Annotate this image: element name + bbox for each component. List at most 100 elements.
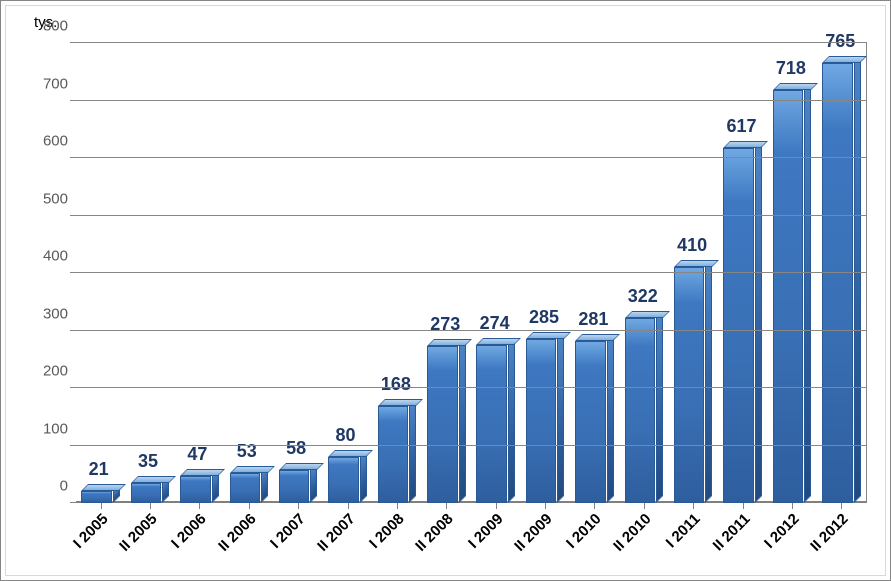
bar-side	[607, 334, 614, 503]
bar-value-label: 168	[381, 374, 411, 395]
gridline	[76, 215, 866, 216]
bar: 410	[674, 267, 705, 503]
x-tick-mark	[298, 503, 299, 509]
bar: 80	[328, 457, 359, 503]
bar-front	[279, 470, 310, 503]
bar-group: 53II 2006	[224, 43, 273, 503]
bar-group: 47I 2006	[175, 43, 224, 503]
y-tick-label: 400	[43, 248, 68, 265]
bar-side	[854, 56, 861, 503]
bar: 281	[575, 341, 606, 503]
x-tick-label: I 2008	[366, 509, 409, 552]
gridline	[76, 42, 866, 43]
bar-side	[656, 311, 663, 503]
gridline	[76, 387, 866, 388]
x-tick-label: II 2012	[807, 509, 853, 555]
bar-group: 35II 2005	[125, 43, 174, 503]
x-tick-mark	[841, 503, 842, 509]
gridline	[76, 100, 866, 101]
gridline	[76, 157, 866, 158]
y-tick-label: 100	[43, 420, 68, 437]
x-tick-mark	[199, 503, 200, 509]
bar-front	[476, 345, 507, 503]
bar-value-label: 80	[336, 425, 356, 446]
x-tick-mark	[446, 503, 447, 509]
bar-group: 168I 2008	[372, 43, 421, 503]
bar-value-label: 285	[529, 307, 559, 328]
bar-value-label: 35	[138, 451, 158, 472]
bar-group: 273II 2008	[422, 43, 471, 503]
x-tick-label: I 2010	[564, 509, 607, 552]
gridline	[76, 445, 866, 446]
x-tick-label: II 2008	[412, 509, 458, 555]
x-tick-label: II 2006	[215, 509, 261, 555]
bar-value-label: 273	[430, 314, 460, 335]
bar: 58	[279, 470, 310, 503]
bar-group: 718I 2012	[767, 43, 816, 503]
bar-front	[773, 90, 804, 503]
y-tick-mark	[70, 42, 76, 43]
bar-group: 617II 2011	[718, 43, 767, 503]
bar-front	[822, 63, 853, 503]
bar-front	[526, 339, 557, 503]
x-tick-label: II 2005	[116, 509, 162, 555]
bar: 35	[131, 483, 162, 503]
bar-side	[409, 399, 416, 503]
bar-side	[557, 332, 564, 503]
x-tick-label: I 2005	[70, 509, 113, 552]
bar: 617	[723, 148, 754, 503]
bar: 47	[180, 476, 211, 503]
x-tick-label: II 2009	[511, 509, 557, 555]
bar-group: 765II 2012	[817, 43, 866, 503]
gridline	[76, 330, 866, 331]
y-tick-mark	[70, 215, 76, 216]
chart-inner: tys. 21I 200535II 200547I 200653II 20065…	[5, 5, 886, 576]
bar-value-label: 617	[727, 116, 757, 137]
bar-front	[625, 318, 656, 503]
bar-front	[427, 346, 458, 503]
y-tick-label: 500	[43, 190, 68, 207]
x-tick-label: I 2012	[761, 509, 804, 552]
bar-side	[508, 338, 515, 503]
y-tick-label: 0	[60, 478, 68, 495]
bar: 53	[230, 473, 261, 503]
y-tick-mark	[70, 157, 76, 158]
y-tick-label: 300	[43, 305, 68, 322]
bar-group: 410I 2011	[669, 43, 718, 503]
y-tick-mark	[70, 387, 76, 388]
bar: 765	[822, 63, 853, 503]
x-tick-label: I 2007	[267, 509, 310, 552]
bar-side	[360, 450, 367, 503]
bar-side	[755, 141, 762, 503]
bar: 285	[526, 339, 557, 503]
bar-front	[723, 148, 754, 503]
y-tick-mark	[70, 272, 76, 273]
bar-group: 21I 2005	[76, 43, 125, 503]
y-tick-mark	[70, 445, 76, 446]
bar-front	[180, 476, 211, 503]
x-tick-label: I 2011	[663, 509, 705, 551]
bar-side	[705, 260, 712, 503]
bar-front	[328, 457, 359, 503]
bar-value-label: 21	[89, 459, 109, 480]
x-tick-mark	[594, 503, 595, 509]
bar-front	[230, 473, 261, 503]
bar-front	[81, 491, 112, 503]
bar-group: 58I 2007	[274, 43, 323, 503]
bar-value-label: 322	[628, 286, 658, 307]
bars-row: 21I 200535II 200547I 200653II 200658I 20…	[76, 43, 866, 503]
bar-group: 80II 2007	[323, 43, 372, 503]
bar-group: 285II 2009	[520, 43, 569, 503]
bar-value-label: 410	[677, 235, 707, 256]
x-tick-label: I 2006	[169, 509, 212, 552]
plot-area: 21I 200535II 200547I 200653II 200658I 20…	[76, 42, 867, 503]
gridline	[76, 272, 866, 273]
bar-group: 322II 2010	[619, 43, 668, 503]
bar-front	[378, 406, 409, 503]
chart-container: tys. 21I 200535II 200547I 200653II 20065…	[0, 0, 891, 581]
x-tick-label: II 2007	[314, 509, 360, 555]
y-tick-mark	[70, 100, 76, 101]
y-tick-label: 700	[43, 75, 68, 92]
x-tick-mark	[545, 503, 546, 509]
bar-side	[459, 339, 466, 503]
